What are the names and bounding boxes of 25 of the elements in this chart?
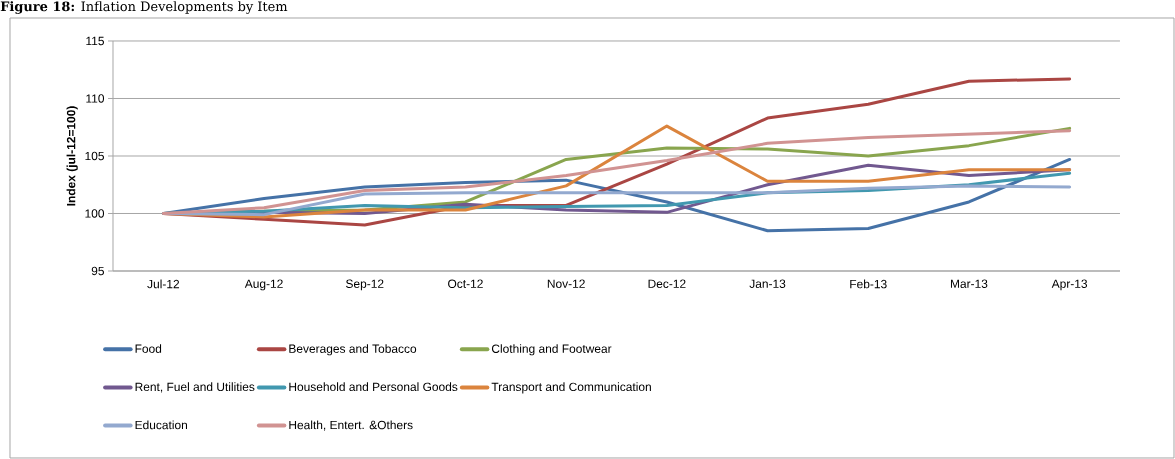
y-tick-label: 110 xyxy=(86,94,105,103)
y-tick-label: 115 xyxy=(86,36,104,46)
x-tick-label: Mar-13 xyxy=(950,279,988,288)
legend-label: Food xyxy=(135,344,162,353)
legend-label: Clothing and Footwear xyxy=(491,344,612,356)
y-axis-title: Index (jul-12=100) xyxy=(66,106,78,206)
y-tick-label: 100 xyxy=(85,209,105,218)
legend-label: Household and Personal Goods xyxy=(289,382,458,392)
x-tick-label: Sep-12 xyxy=(346,279,384,291)
legend-label: Health, Entert. &Others xyxy=(289,420,413,431)
x-tick-label: Dec-12 xyxy=(648,279,686,288)
x-tick-label: Jan-13 xyxy=(749,279,786,288)
legend-label: Education xyxy=(135,420,187,430)
legend-label: Transport and Communication xyxy=(491,382,651,394)
y-tick-label: 105 xyxy=(85,151,104,161)
x-tick-label: Nov-12 xyxy=(547,279,585,288)
x-tick-label: Apr-13 xyxy=(1051,279,1088,291)
y-tick-label: 95 xyxy=(91,266,104,276)
chart-title: Figure 18: Inflation Developments by Item xyxy=(0,1,288,14)
x-tick-label: Feb-13 xyxy=(850,279,887,289)
legend-label: Beverages and Tobacco xyxy=(289,344,417,356)
legend-label: Rent, Fuel and Utilities xyxy=(135,382,255,393)
x-tick-label: Aug-12 xyxy=(244,279,283,291)
x-tick-label: Jul-12 xyxy=(147,279,180,289)
x-tick-label: Oct-12 xyxy=(448,279,483,288)
